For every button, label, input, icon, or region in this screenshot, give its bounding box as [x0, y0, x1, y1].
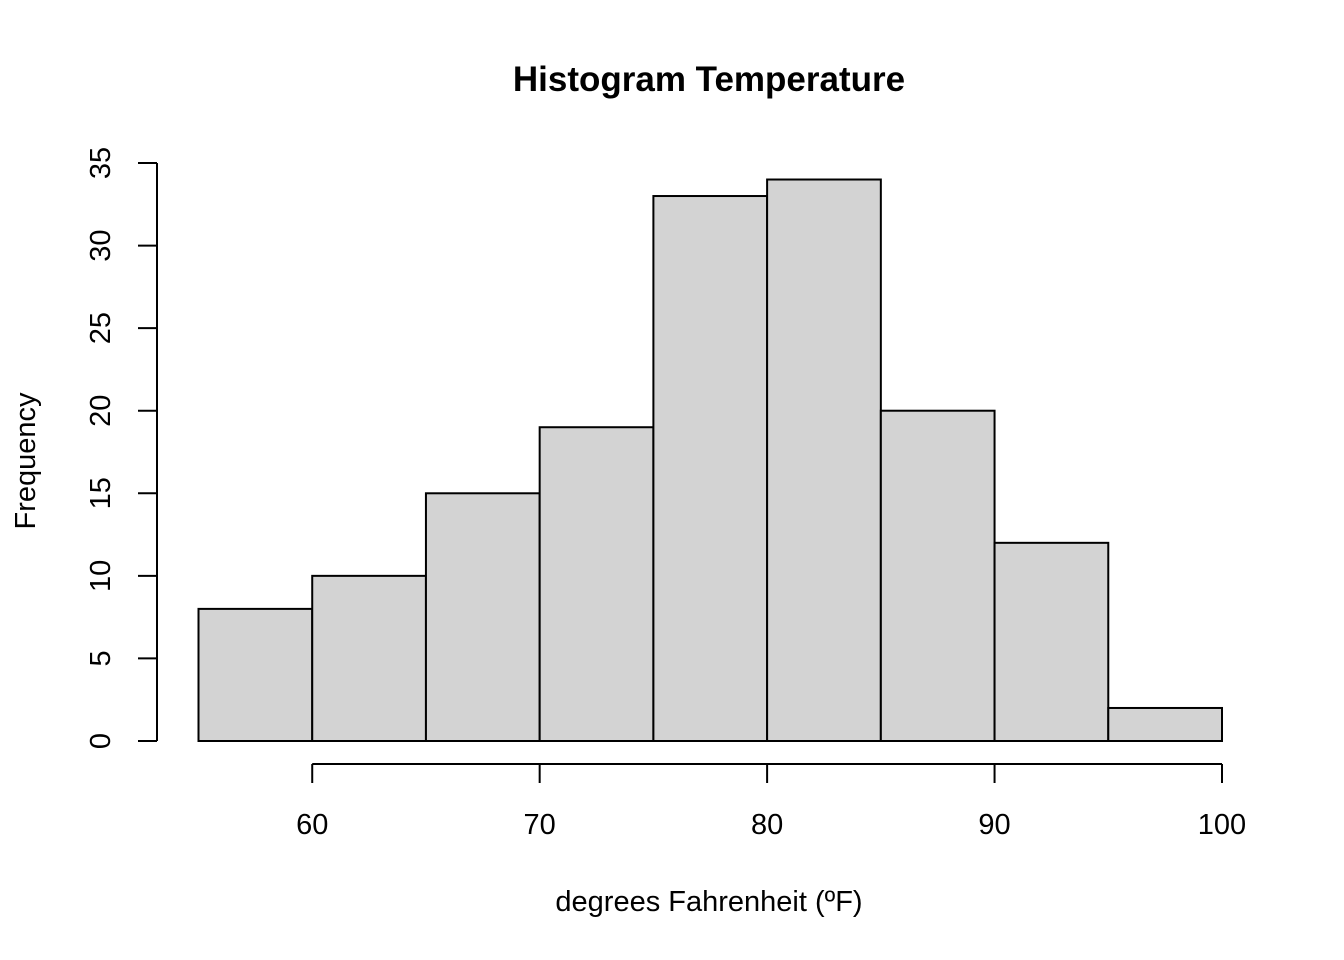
y-tick-label: 10: [85, 560, 117, 592]
histogram-bar-95-100: [1107, 706, 1224, 743]
x-axis: 60 70 80 90 100: [296, 763, 1246, 841]
y-tick-label: 35: [85, 147, 117, 179]
bars-group: [197, 178, 1224, 743]
x-axis-label: degrees Fahrenheit (ºF): [555, 886, 862, 918]
histogram-bar-65-70: [424, 492, 541, 742]
y-tick-label: 30: [85, 229, 117, 261]
histogram-bar-60-65: [311, 574, 427, 742]
histogram-bar-55-60: [197, 607, 314, 743]
x-tick-label: 80: [751, 809, 783, 841]
y-tick-label: 5: [85, 650, 117, 666]
y-axis: 0 5 10 15 20 25 30 35: [85, 147, 158, 749]
x-tick-label: 100: [1198, 809, 1246, 841]
histogram-bar-75-80: [652, 195, 769, 742]
chart-title: Histogram Temperature: [513, 60, 905, 99]
x-tick-label: 60: [296, 809, 328, 841]
y-tick-label: 15: [85, 477, 117, 509]
histogram-bar-70-75: [538, 426, 655, 742]
y-tick-label: 20: [85, 395, 117, 427]
y-axis-label: Frequency: [10, 392, 42, 530]
y-tick-label: 0: [85, 733, 117, 749]
histogram-bar-85-90: [879, 409, 996, 742]
x-tick-label: 90: [978, 809, 1010, 841]
x-tick-label: 70: [524, 809, 556, 841]
y-tick-label: 25: [85, 312, 117, 344]
histogram-bar-90-95: [993, 541, 1110, 742]
histogram-bar-80-85: [766, 178, 882, 742]
